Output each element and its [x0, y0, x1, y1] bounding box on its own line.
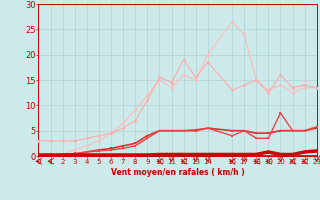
- X-axis label: Vent moyen/en rafales ( km/h ): Vent moyen/en rafales ( km/h ): [111, 168, 244, 177]
